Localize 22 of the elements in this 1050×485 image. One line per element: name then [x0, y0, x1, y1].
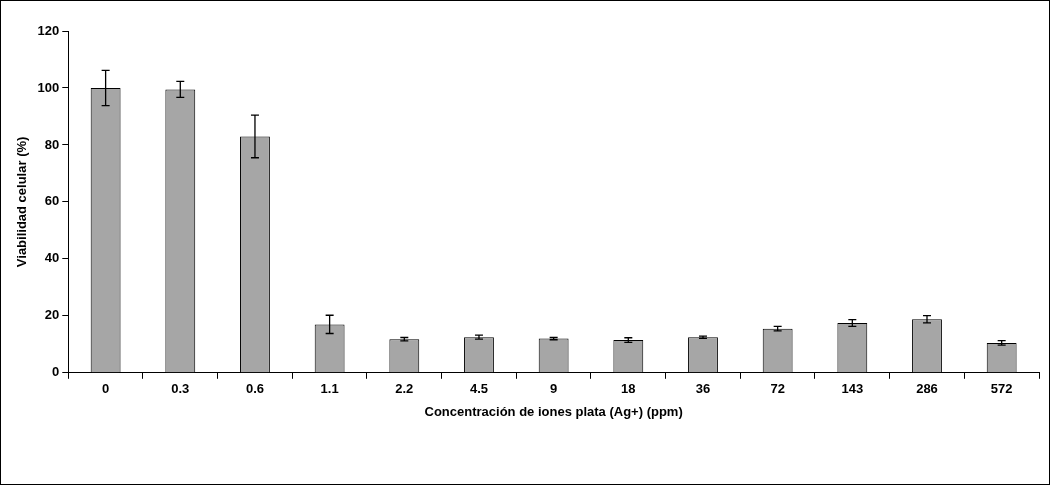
x-tick-label: 18: [621, 381, 636, 397]
x-tick-label: 143: [841, 381, 864, 397]
x-tick-label: 0.3: [171, 381, 190, 397]
y-axis-title: Viabilidad celular (%): [14, 136, 30, 268]
y-tick-label: 40: [44, 250, 60, 266]
x-tick-label: 572: [990, 381, 1013, 397]
x-tick-label: 72: [770, 381, 785, 397]
x-tick-label: 286: [916, 381, 938, 397]
y-tick-label: 20: [44, 307, 60, 323]
y-tick-label: 100: [37, 79, 60, 95]
x-tick-label: 36: [695, 381, 711, 397]
y-tick-label: 120: [37, 22, 60, 38]
x-tick-label: 9: [550, 381, 558, 397]
x-axis-title: Concentración de iones plata (Ag+) (ppm): [424, 403, 683, 419]
y-tick-label: 80: [44, 136, 60, 152]
y-tick-label: 60: [44, 193, 60, 209]
x-tick-label: 1.1: [320, 381, 339, 397]
x-tick-label: 0.6: [245, 381, 264, 397]
x-tick-label: 4.5: [469, 381, 489, 397]
x-tick-label: 0: [102, 381, 110, 397]
x-tick-label: 2.2: [395, 381, 414, 397]
y-tick-label: 0: [52, 364, 60, 380]
